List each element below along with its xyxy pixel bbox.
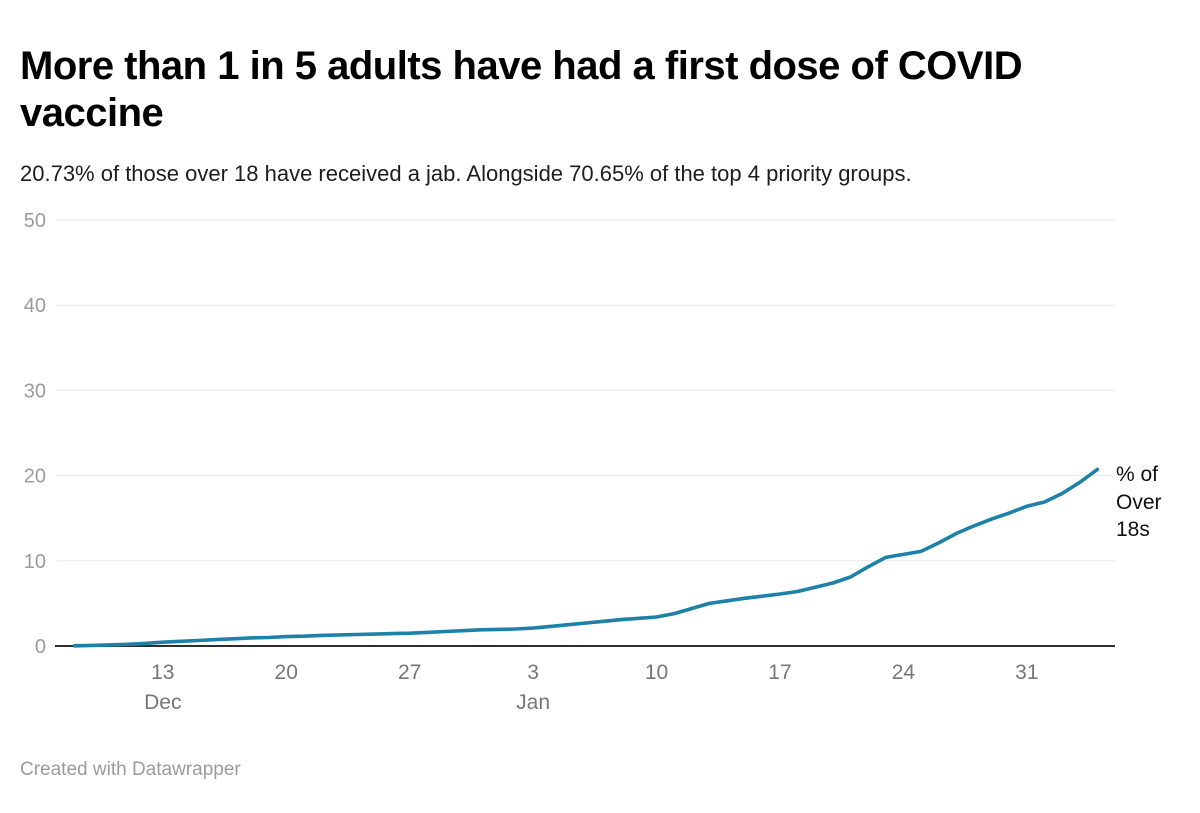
y-tick-label: 50 [24,210,46,232]
x-tick-label: 27 [398,661,421,684]
series-label-over-18s: % of Over 18s [1116,463,1162,541]
x-tick-label: 3 [527,661,539,684]
y-tick-label: 10 [24,551,46,573]
x-tick-label: 17 [768,661,791,684]
x-tick-label: 24 [892,661,916,684]
x-tick-label: 13 [151,661,174,684]
chart-subtitle: 20.73% of those over 18 have received a … [20,161,912,186]
attribution-text: Created with Datawrapper [20,759,241,780]
x-tick-label: 20 [275,661,298,684]
y-tick-label: 40 [24,295,46,317]
chart-title: More than 1 in 5 adults have had a first… [20,43,1023,135]
x-month-label: Jan [516,691,550,714]
x-tick-label: 31 [1015,661,1038,684]
x-month-label: Dec [144,691,181,714]
y-tick-label: 30 [24,380,46,402]
series-line-over-18s [72,467,1100,648]
y-tick-label: 20 [24,466,46,488]
x-tick-label: 10 [645,661,668,684]
y-tick-label: 0 [35,636,46,658]
